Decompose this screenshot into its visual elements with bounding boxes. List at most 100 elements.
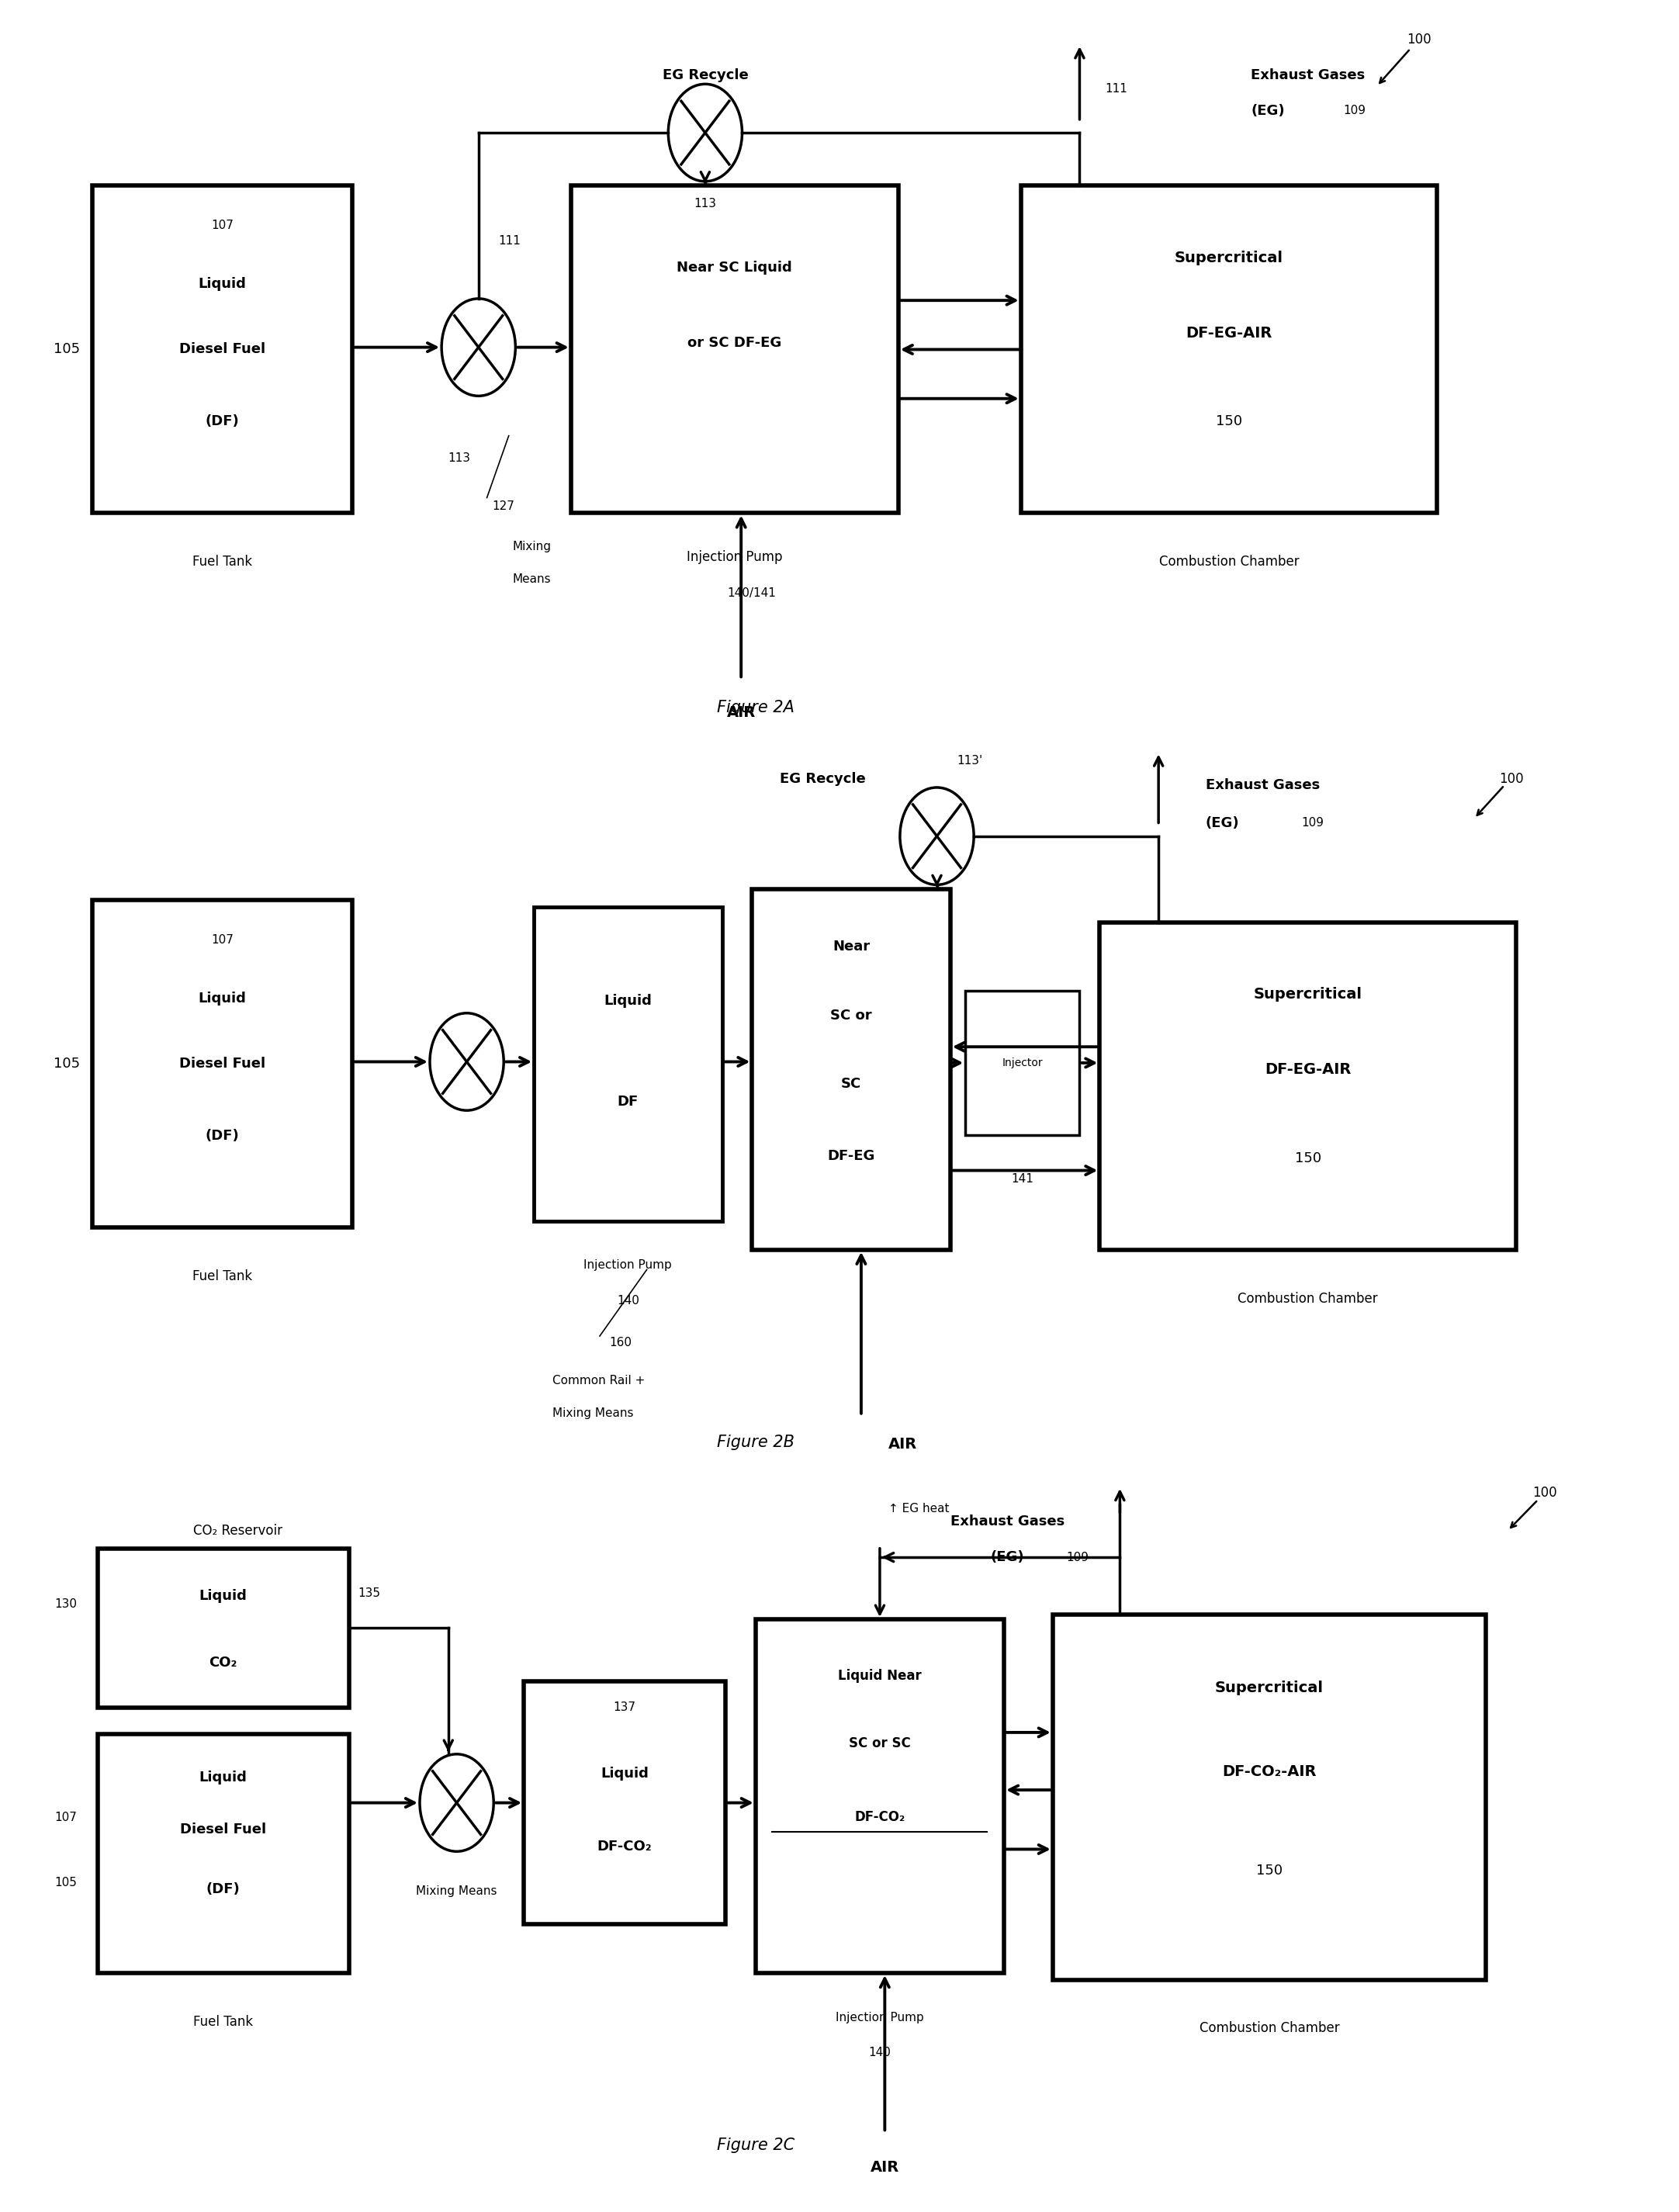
Text: Liquid: Liquid	[198, 991, 247, 1006]
Text: Fuel Tank: Fuel Tank	[193, 1270, 252, 1283]
Text: Liquid: Liquid	[200, 1588, 247, 1604]
Text: CO₂ Reservoir: CO₂ Reservoir	[193, 1524, 282, 1537]
Text: 113': 113'	[957, 754, 982, 768]
FancyBboxPatch shape	[524, 1681, 725, 1924]
Text: 127: 127	[492, 500, 514, 513]
Text: ↑ EG heat: ↑ EG heat	[888, 1502, 949, 1515]
Text: Supercritical: Supercritical	[1175, 250, 1283, 265]
Text: 140: 140	[616, 1294, 640, 1307]
Text: 111: 111	[499, 234, 520, 248]
Text: DF-EG-AIR: DF-EG-AIR	[1264, 1062, 1352, 1077]
Text: 109: 109	[1343, 104, 1365, 117]
Text: Figure 2C: Figure 2C	[717, 2137, 794, 2154]
FancyBboxPatch shape	[571, 186, 898, 513]
Text: 140/141: 140/141	[727, 586, 776, 599]
Text: Mixing: Mixing	[512, 540, 551, 553]
Text: Injector: Injector	[1002, 1057, 1043, 1068]
Text: 107: 107	[55, 1812, 77, 1823]
Text: 105: 105	[55, 1876, 77, 1889]
Text: SC: SC	[841, 1077, 861, 1091]
Text: Diesel Fuel: Diesel Fuel	[180, 343, 265, 356]
FancyBboxPatch shape	[1100, 922, 1516, 1250]
Text: Common Rail +: Common Rail +	[552, 1374, 645, 1387]
Text: SC or: SC or	[831, 1009, 871, 1022]
FancyBboxPatch shape	[965, 991, 1080, 1135]
Text: Injection Pump: Injection Pump	[836, 2011, 923, 2024]
FancyBboxPatch shape	[97, 1734, 349, 1973]
Text: Near: Near	[833, 940, 870, 953]
Text: Figure 2B: Figure 2B	[717, 1433, 794, 1451]
Text: 100: 100	[1499, 772, 1523, 785]
Text: DF-EG: DF-EG	[828, 1148, 875, 1164]
Text: 107: 107	[212, 933, 233, 947]
Text: Liquid Near: Liquid Near	[838, 1668, 922, 1683]
Text: (DF): (DF)	[207, 1882, 240, 1896]
Text: 113: 113	[448, 451, 470, 465]
Text: DF: DF	[618, 1095, 638, 1108]
Text: 100: 100	[1533, 1486, 1556, 1500]
Text: Injection Pump: Injection Pump	[584, 1259, 672, 1272]
Text: 160: 160	[609, 1336, 631, 1349]
Text: Liquid: Liquid	[604, 993, 651, 1009]
Text: Exhaust Gases: Exhaust Gases	[950, 1515, 1064, 1528]
Text: AIR: AIR	[870, 2161, 900, 2174]
Text: DF-EG-AIR: DF-EG-AIR	[1185, 325, 1273, 341]
FancyBboxPatch shape	[92, 186, 353, 513]
Text: 135: 135	[358, 1588, 379, 1599]
Text: CO₂: CO₂	[210, 1657, 237, 1670]
Text: DF-CO₂: DF-CO₂	[598, 1840, 651, 1854]
Text: DF-CO₂: DF-CO₂	[855, 1809, 905, 1825]
FancyBboxPatch shape	[534, 907, 722, 1221]
Text: AIR: AIR	[727, 706, 756, 719]
Text: 105: 105	[54, 343, 81, 356]
Text: Liquid: Liquid	[198, 276, 247, 292]
Text: Exhaust Gases: Exhaust Gases	[1251, 69, 1365, 82]
FancyBboxPatch shape	[756, 1619, 1004, 1973]
Text: Mixing Means: Mixing Means	[552, 1407, 633, 1420]
Text: EG Recycle: EG Recycle	[779, 772, 866, 785]
FancyBboxPatch shape	[92, 900, 353, 1228]
Text: (DF): (DF)	[205, 414, 240, 429]
Text: (EG): (EG)	[1251, 104, 1284, 117]
Text: SC or SC: SC or SC	[850, 1736, 910, 1750]
FancyBboxPatch shape	[97, 1548, 349, 1708]
Text: 150: 150	[1295, 1150, 1321, 1166]
Text: Diesel Fuel: Diesel Fuel	[180, 1057, 265, 1071]
Text: 100: 100	[1407, 33, 1431, 46]
FancyBboxPatch shape	[1053, 1615, 1486, 1980]
Text: Exhaust Gases: Exhaust Gases	[1206, 779, 1320, 792]
Text: (DF): (DF)	[205, 1128, 240, 1144]
Text: or SC DF-EG: or SC DF-EG	[687, 336, 782, 349]
Text: 150: 150	[1216, 414, 1242, 429]
Text: 107: 107	[212, 219, 233, 232]
Text: Fuel Tank: Fuel Tank	[193, 555, 252, 568]
FancyBboxPatch shape	[1021, 186, 1437, 513]
Text: Combustion Chamber: Combustion Chamber	[1199, 2022, 1340, 2035]
Text: 113: 113	[693, 197, 717, 210]
Text: Diesel Fuel: Diesel Fuel	[180, 1823, 267, 1836]
Text: Supercritical: Supercritical	[1254, 987, 1362, 1002]
Text: 105: 105	[54, 1057, 81, 1071]
Text: Injection Pump: Injection Pump	[687, 551, 782, 564]
Text: Liquid: Liquid	[200, 1770, 247, 1785]
FancyBboxPatch shape	[752, 889, 950, 1250]
Text: EG Recycle: EG Recycle	[662, 69, 749, 82]
Text: Fuel Tank: Fuel Tank	[193, 2015, 254, 2028]
Text: 130: 130	[55, 1599, 77, 1610]
Text: Means: Means	[512, 573, 551, 586]
Text: 140: 140	[868, 2046, 892, 2059]
Text: (EG): (EG)	[1206, 816, 1239, 830]
Text: Combustion Chamber: Combustion Chamber	[1237, 1292, 1378, 1305]
Text: Supercritical: Supercritical	[1216, 1681, 1323, 1694]
Text: AIR: AIR	[888, 1438, 918, 1451]
Text: DF-CO₂-AIR: DF-CO₂-AIR	[1222, 1765, 1316, 1778]
Text: 109: 109	[1066, 1551, 1088, 1564]
Text: 111: 111	[1105, 82, 1127, 95]
Text: 141: 141	[1011, 1172, 1034, 1186]
Text: 137: 137	[613, 1701, 636, 1714]
Text: Figure 2A: Figure 2A	[717, 699, 794, 717]
Text: (EG): (EG)	[991, 1551, 1024, 1564]
Text: Liquid: Liquid	[601, 1767, 648, 1781]
Text: Mixing Means: Mixing Means	[416, 1885, 497, 1898]
Text: 109: 109	[1301, 816, 1323, 830]
